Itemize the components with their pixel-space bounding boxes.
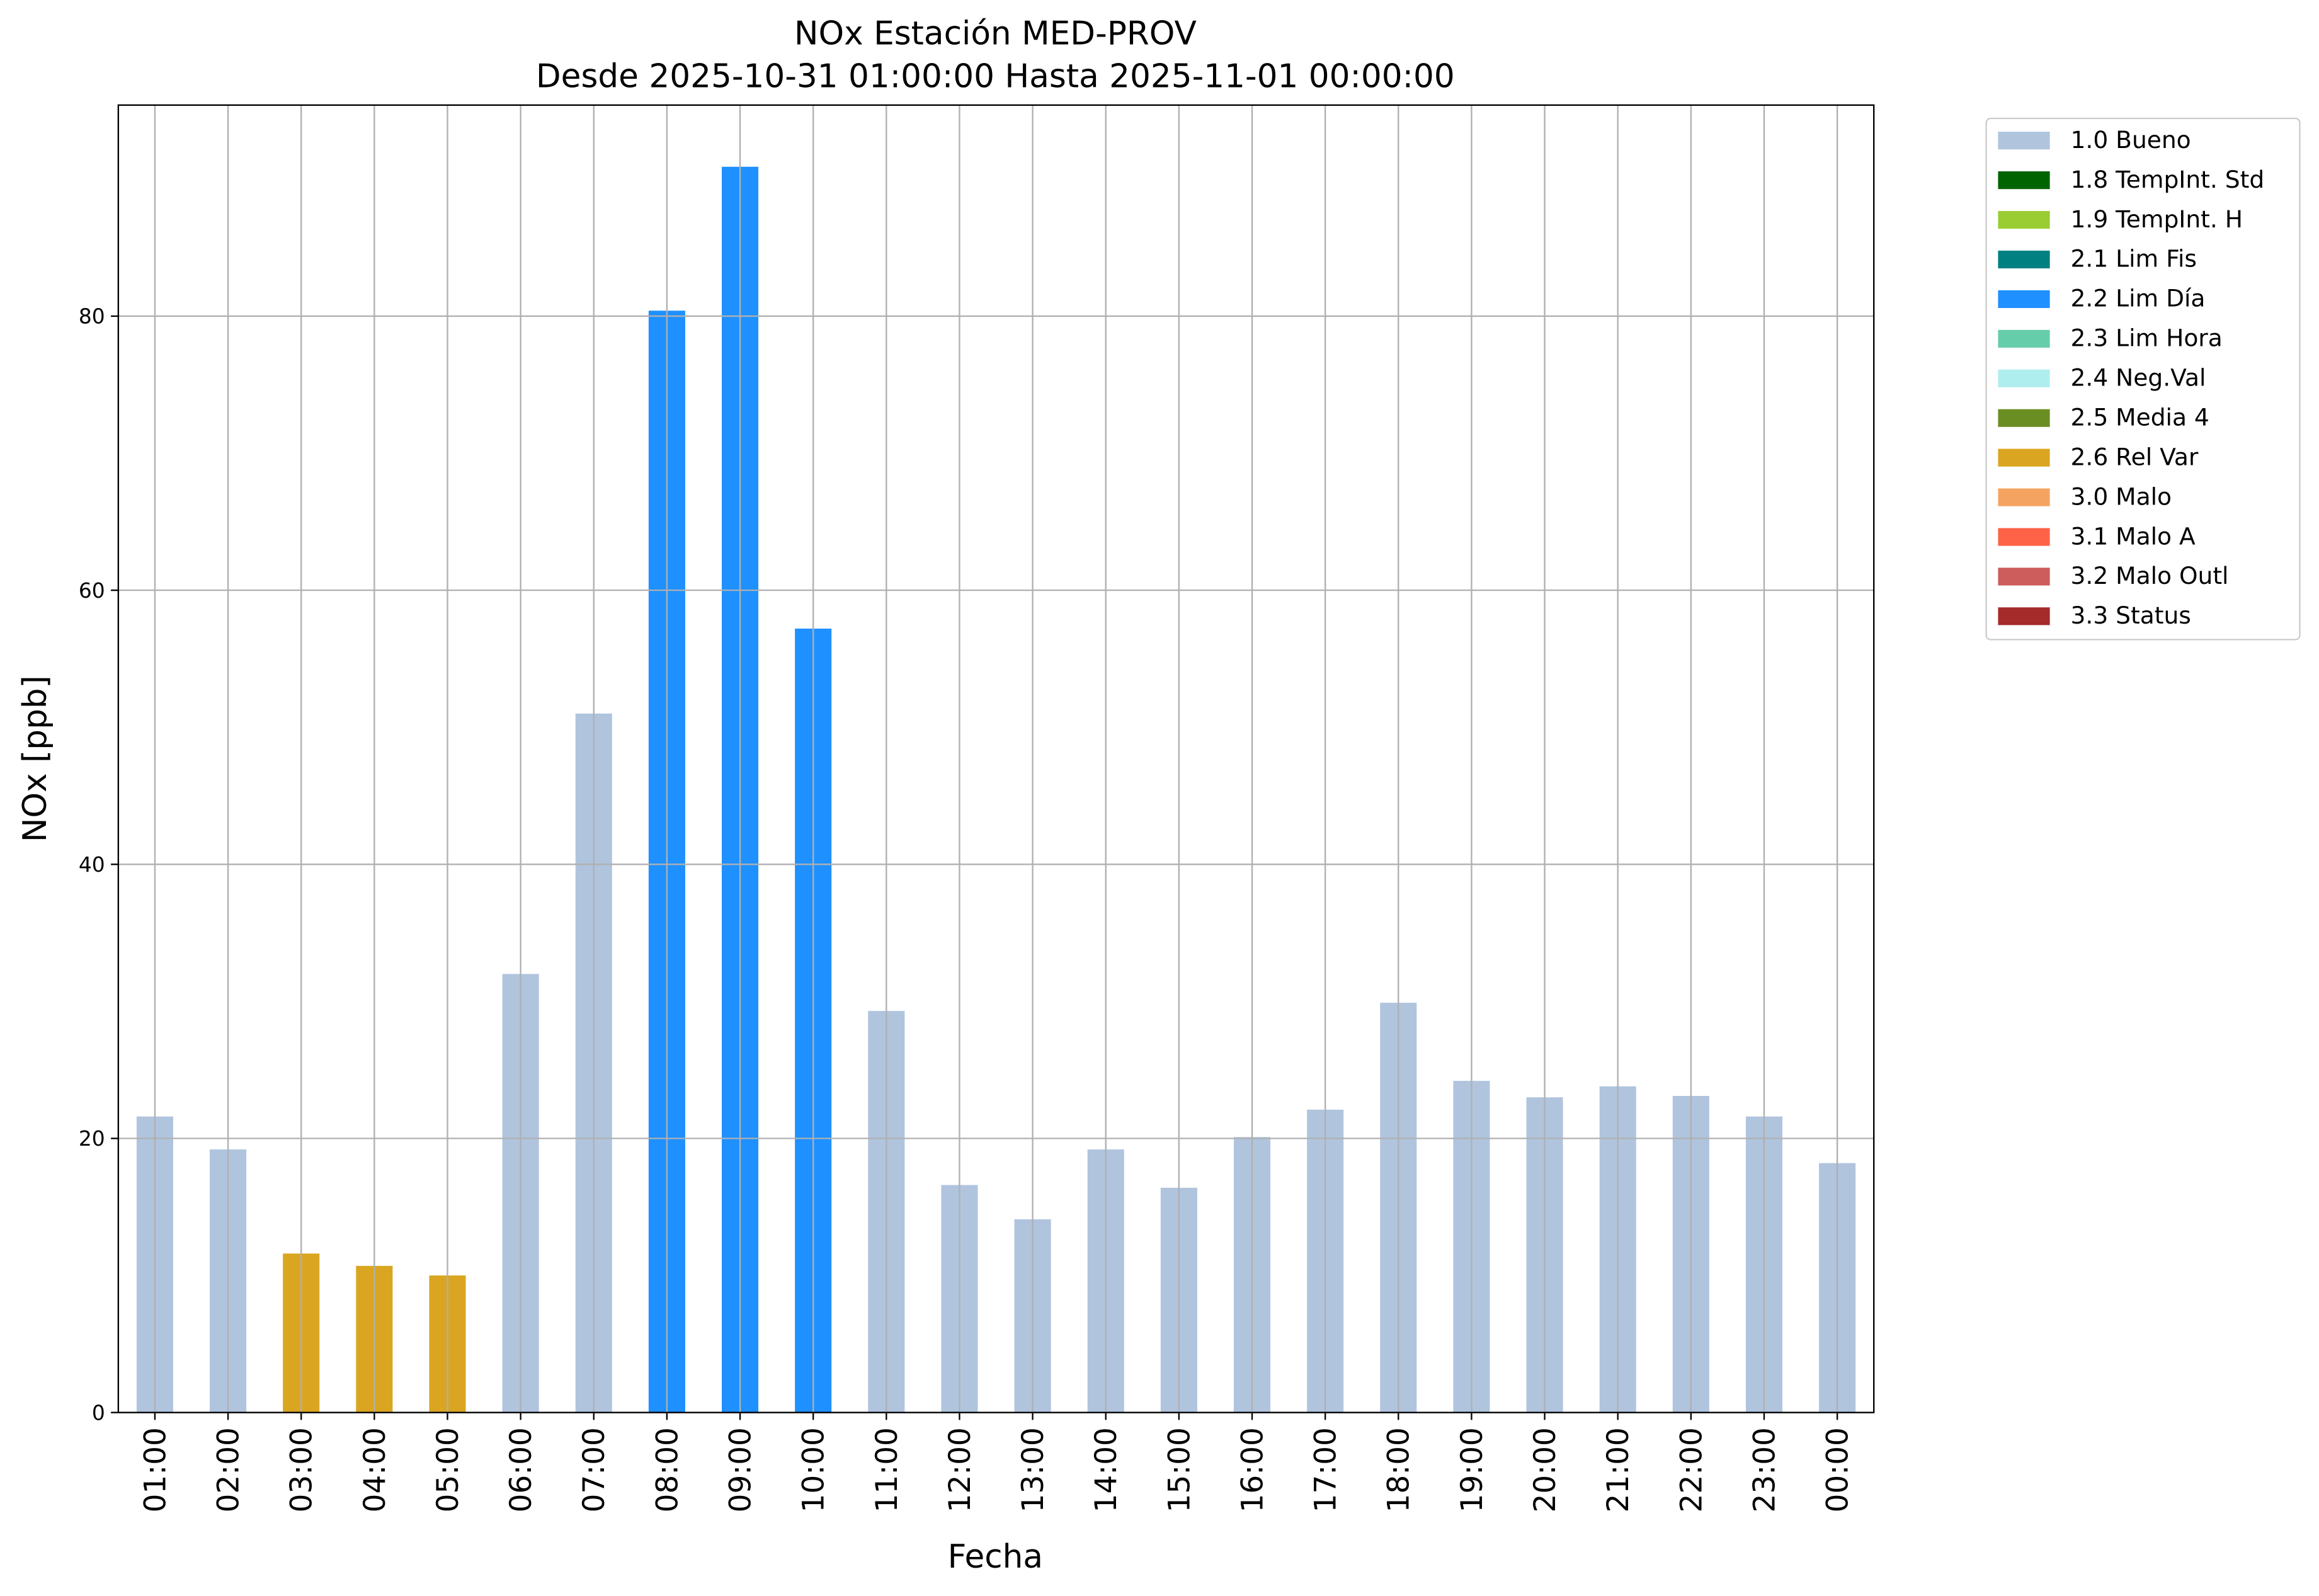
- x-tick-label: 02:00: [212, 1427, 246, 1512]
- legend-label: 2.5 Media 4: [2071, 403, 2209, 431]
- x-tick-label: 08:00: [650, 1427, 685, 1512]
- x-tick-label: 04:00: [358, 1427, 392, 1512]
- x-tick-label: 16:00: [1235, 1427, 1270, 1512]
- legend-swatch: [1998, 132, 2050, 150]
- legend-swatch: [1998, 210, 2050, 229]
- x-tick-label: 22:00: [1674, 1427, 1709, 1512]
- legend-label: 1.9 TempInt. H: [2071, 205, 2243, 233]
- legend-label: 2.4 Neg.Val: [2071, 364, 2206, 392]
- x-tick-label: 14:00: [1089, 1427, 1124, 1512]
- legend-label: 3.3 Status: [2071, 601, 2191, 629]
- legend-swatch: [1998, 250, 2050, 269]
- x-tick-label: 20:00: [1528, 1427, 1563, 1512]
- legend-swatch: [1998, 409, 2050, 427]
- legend-swatch: [1998, 369, 2050, 387]
- legend-label: 2.1 Lim Fis: [2071, 245, 2197, 273]
- y-tick-label: 20: [79, 1126, 105, 1151]
- plot-frame: [117, 104, 1875, 1413]
- x-tick-label: 15:00: [1162, 1427, 1197, 1512]
- legend-swatch: [1998, 329, 2050, 348]
- x-tick-label: 18:00: [1382, 1427, 1416, 1512]
- x-tick-label: 03:00: [285, 1427, 319, 1512]
- x-tick-label: 12:00: [943, 1427, 977, 1512]
- y-tick-label: 40: [79, 852, 105, 877]
- legend-label: 2.3 Lim Hora: [2071, 324, 2223, 352]
- legend-label: 3.1 Malo A: [2071, 522, 2196, 550]
- legend-swatch: [1998, 607, 2050, 625]
- legend-swatch: [1998, 171, 2050, 190]
- x-tick-label: 13:00: [1016, 1427, 1051, 1512]
- y-tick-label: 0: [92, 1400, 105, 1425]
- y-tick-label: 60: [79, 578, 105, 603]
- x-axis-label: Fecha: [948, 1538, 1043, 1576]
- x-tick-label: 06:00: [504, 1427, 538, 1512]
- legend-swatch: [1998, 567, 2050, 586]
- legend-label: 1.0 Bueno: [2071, 126, 2191, 154]
- x-tick-label: 00:00: [1821, 1427, 1855, 1512]
- legend-swatch: [1998, 528, 2050, 546]
- legend-swatch: [1998, 448, 2050, 467]
- x-tick-label: 07:00: [577, 1427, 612, 1512]
- legend-label: 2.6 Rel Var: [2071, 443, 2199, 470]
- chart-subtitle: Desde 2025-10-31 01:00:00 Hasta 2025-11-…: [536, 58, 1455, 96]
- x-tick-label: 17:00: [1309, 1427, 1343, 1512]
- x-tick-label: 11:00: [870, 1427, 904, 1512]
- x-tick-label: 10:00: [797, 1427, 831, 1512]
- legend-box: [1985, 117, 2301, 641]
- x-tick-label: 21:00: [1601, 1427, 1636, 1512]
- legend-label: 2.2 Lim Día: [2071, 285, 2206, 312]
- x-tick-label: 19:00: [1455, 1427, 1490, 1512]
- legend-swatch: [1998, 488, 2050, 506]
- x-tick-label: 23:00: [1747, 1427, 1782, 1512]
- x-tick-label: 01:00: [138, 1427, 173, 1512]
- legend-label: 3.0 Malo: [2071, 482, 2172, 510]
- legend-label: 1.8 TempInt. Std: [2071, 166, 2265, 193]
- x-tick-label: 09:00: [723, 1427, 758, 1512]
- y-tick-label: 80: [79, 304, 105, 329]
- legend-label: 3.2 Malo Outl: [2071, 562, 2229, 590]
- chart-title: NOx Estación MED-PROV: [794, 15, 1197, 53]
- x-tick-label: 05:00: [431, 1427, 465, 1512]
- legend-swatch: [1998, 290, 2050, 309]
- y-axis-label: NOx [ppb]: [16, 675, 54, 842]
